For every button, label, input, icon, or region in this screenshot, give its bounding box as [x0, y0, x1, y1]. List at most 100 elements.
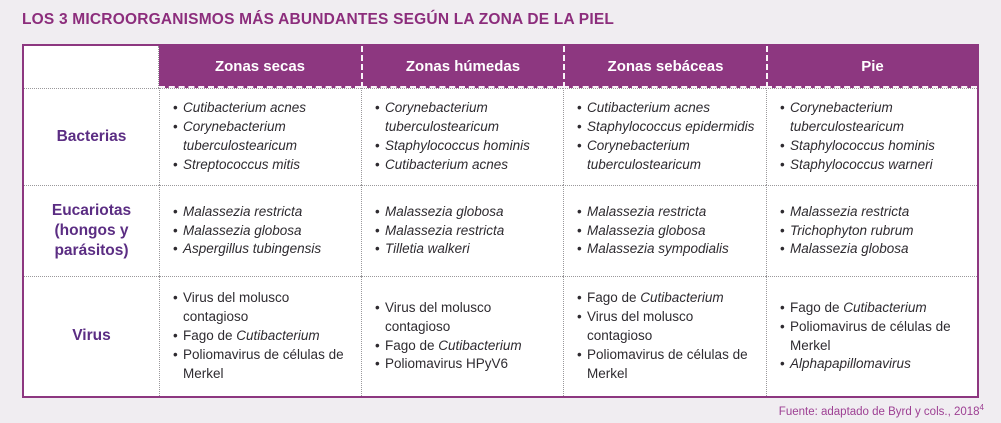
plain-text: Virus del molusco contagioso — [183, 290, 290, 325]
list-item: Staphylococcus warneri — [780, 156, 971, 175]
list-item: Virus del molusco contagioso — [577, 308, 760, 346]
list-item: Malassezia sympodialis — [577, 240, 760, 259]
plain-text: Fago de — [183, 328, 237, 344]
column-header-1: Zonas secas — [159, 46, 361, 88]
source-citation-number: 4 — [979, 403, 984, 413]
species-name-italic: Malassezia restricta — [587, 203, 707, 219]
microorganisms-table: Zonas secas Zonas húmedas Zonas sebáceas Pi… — [22, 44, 979, 398]
species-name-italic: Staphylococcus hominis — [790, 138, 935, 153]
list-item: Staphylococcus hominis — [780, 137, 971, 156]
list-item: Malassezia globosa — [375, 203, 557, 222]
list-item: Malassezia restricta — [375, 222, 557, 241]
list-item: Poliomavirus HPyV6 — [375, 355, 557, 374]
species-name-italic: Malassezia restricta — [790, 203, 910, 219]
list-item: Malassezia restricta — [780, 203, 971, 222]
table-cell: Malassezia restricta Malassezia globosa Ma… — [563, 185, 766, 276]
list-item: Streptococcus mitis — [173, 156, 355, 175]
plain-text: Poliomavirus de células de Merkel — [183, 346, 344, 381]
table-cell: Corynebacterium tuberculostearicum Staphy… — [361, 88, 563, 185]
species-name-italic: Streptococcus mitis — [183, 156, 301, 172]
plain-text: Virus del molusco contagioso — [587, 309, 694, 344]
list-item: Trichophyton rubrum — [780, 222, 971, 241]
list-item: Malassezia restricta — [173, 203, 355, 222]
species-name-italic: Malassezia sympodialis — [587, 241, 729, 257]
plain-text: Poliomavirus de células de Merkel — [790, 318, 951, 353]
list-item: Fago de Cutibacterium — [780, 299, 971, 318]
species-name-italic: Tilletia walkeri — [385, 241, 470, 257]
column-header-3: Zonas sebáceas — [563, 46, 766, 88]
species-name-italic: Corynebacterium tuberculostearicum — [385, 100, 500, 135]
list-item: Cutibacterium acnes — [173, 99, 355, 118]
list-item: Poliomavirus de células de Merkel — [780, 318, 971, 356]
plain-text: Fago de — [587, 290, 641, 306]
species-name-italic: Malassezia globosa — [790, 241, 909, 257]
list-item: Corynebacterium tuberculostearicum — [780, 99, 971, 137]
list-item: Poliomavirus de células de Merkel — [173, 346, 355, 384]
species-name-italic: Malassezia restricta — [183, 203, 303, 219]
list-item: Alphapapillomavirus — [780, 355, 971, 374]
list-item: Corynebacterium tuberculostearicum — [173, 118, 355, 156]
species-name-italic: Aspergillus tubingensis — [183, 241, 322, 257]
species-name-italic: Cutibacterium — [843, 299, 927, 315]
species-name-italic: Malassezia globosa — [587, 222, 706, 238]
species-name-italic: Corynebacterium tuberculostearicum — [183, 119, 298, 153]
table-cell: Fago de CutibacteriumVirus del molusco c… — [563, 276, 766, 396]
table-cell: Corynebacterium tuberculostearicum Staphy… — [766, 88, 977, 185]
list-item: Malassezia globosa — [173, 222, 355, 241]
list-item: Fago de Cutibacterium — [577, 289, 760, 308]
list-item: Staphylococcus hominis — [375, 137, 557, 156]
species-name-italic: Cutibacterium — [236, 328, 320, 344]
list-item: Malassezia restricta — [577, 203, 760, 222]
list-item: Malassezia globosa — [577, 222, 760, 241]
species-name-italic: Corynebacterium tuberculostearicum — [790, 100, 905, 135]
species-name-italic: Corynebacterium tuberculostearicum — [587, 138, 702, 172]
plain-text: Virus del molusco contagioso — [385, 299, 492, 334]
row-label-3: Virus — [24, 276, 159, 396]
table-corner-cell — [24, 46, 159, 88]
column-header-4: Pie — [766, 46, 977, 88]
table-cell: Virus del molusco contagioso Fago de Cuti… — [159, 276, 361, 396]
species-name-italic: Staphylococcus warneri — [790, 156, 933, 172]
table-cell: Virus del molusco contagioso Fago de Cuti… — [361, 276, 563, 396]
column-header-2: Zonas húmedas — [361, 46, 563, 88]
species-name-italic: Malassezia globosa — [385, 203, 504, 219]
source-citation: Fuente: adaptado de Byrd y cols., 20184 — [779, 403, 984, 418]
plain-text: Fago de — [790, 299, 844, 315]
species-name-italic: Trichophyton rubrum — [790, 222, 914, 238]
list-item: Malassezia globosa — [780, 240, 971, 259]
row-label-2: Eucariotas (hongos y parásitos) — [24, 185, 159, 276]
row-label-1: Bacterias — [24, 88, 159, 185]
plain-text: Poliomavirus de células de Merkel — [587, 346, 748, 381]
source-text: Fuente: adaptado de Byrd y cols., 2018 — [778, 406, 980, 418]
list-item: Aspergillus tubingensis — [173, 240, 355, 259]
species-name-italic: Cutibacterium acnes — [587, 100, 711, 116]
table-cell: Cutibacterium acnes Staphylococcus epider… — [563, 88, 766, 185]
plain-text: Poliomavirus HPyV6 — [385, 356, 509, 372]
list-item: Tilletia walkeri — [375, 240, 557, 259]
species-name-italic: Cutibacterium acnes — [183, 100, 307, 116]
table-cell: Malassezia restricta Malassezia globosa As… — [159, 185, 361, 276]
list-item: Staphylococcus epidermidis — [577, 118, 760, 137]
list-item: Corynebacterium tuberculostearicum — [375, 99, 557, 137]
species-name-italic: Alphapapillomavirus — [790, 356, 911, 372]
table-cell: Fago de CutibacteriumPoliomavirus de cél… — [766, 276, 977, 396]
list-item: Fago de Cutibacterium — [375, 337, 557, 356]
species-name-italic: Malassezia globosa — [183, 222, 302, 238]
species-name-italic: Cutibacterium acnes — [385, 156, 509, 172]
table-cell: Malassezia globosa Malassezia restricta Ti… — [361, 185, 563, 276]
species-name-italic: Cutibacterium — [438, 337, 522, 353]
plain-text: Fago de — [385, 337, 439, 353]
species-name-italic: Cutibacterium — [640, 290, 724, 306]
page-title: LOS 3 MICROORGANISMOS MÁS ABUNDANTES SEG… — [22, 11, 615, 28]
list-item: Cutibacterium acnes — [577, 99, 760, 118]
list-item: Corynebacterium tuberculostearicum — [577, 137, 760, 175]
species-name-italic: Staphylococcus hominis — [385, 138, 530, 153]
species-name-italic: Staphylococcus epidermidis — [587, 119, 755, 135]
list-item: Virus del molusco contagioso — [173, 289, 355, 327]
list-item: Cutibacterium acnes — [375, 156, 557, 175]
list-item: Virus del molusco contagioso — [375, 299, 557, 337]
list-item: Fago de Cutibacterium — [173, 327, 355, 346]
species-name-italic: Malassezia restricta — [385, 222, 505, 238]
table-cell: Malassezia restricta Trichophyton rubrum M… — [766, 185, 977, 276]
list-item: Poliomavirus de células de Merkel — [577, 346, 760, 384]
